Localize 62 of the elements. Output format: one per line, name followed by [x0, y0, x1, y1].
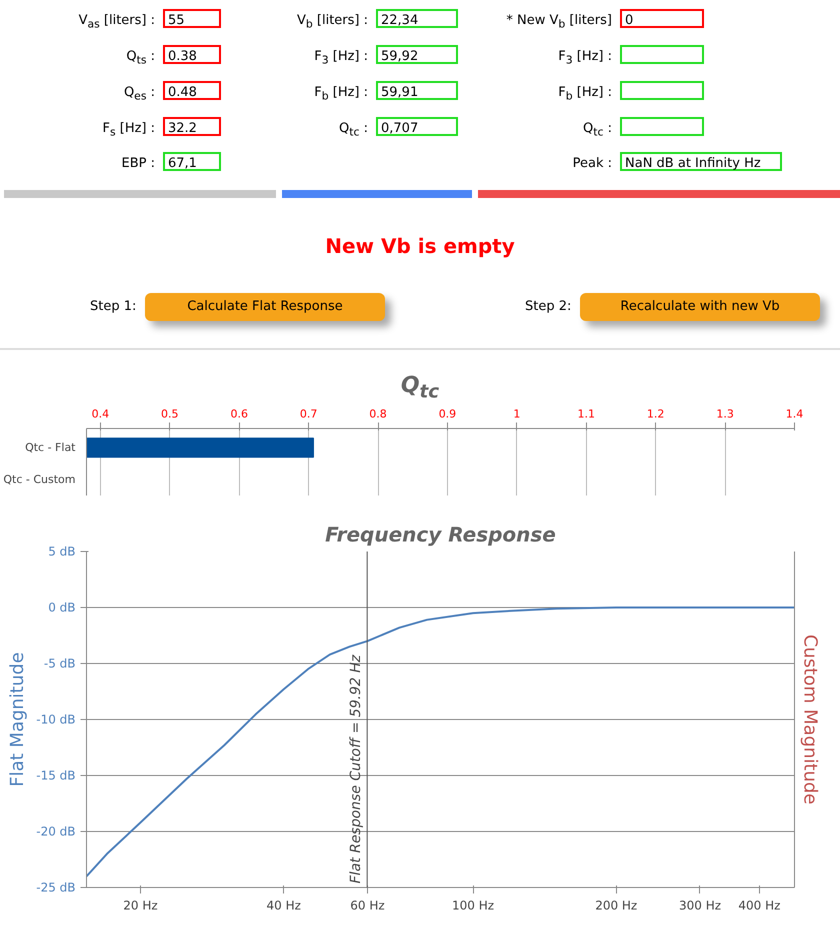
- x-tick-label: 60 Hz: [350, 898, 385, 912]
- x-tick-label: 40 Hz: [266, 898, 301, 912]
- y-tick-label: -20 dB: [36, 824, 76, 838]
- text: Q$_{ts}$ :: [126, 48, 155, 69]
- input-field: 59,91: [376, 81, 458, 100]
- x-tick-label: 100 Hz: [452, 898, 494, 912]
- input-field: 32.2: [163, 117, 221, 136]
- input-field: 0: [620, 9, 704, 28]
- ref-line-label: Flat Response Cutoff = 59.92 Hz: [348, 654, 364, 884]
- text: Step 1:: [90, 298, 136, 316]
- text: F$_{s}$ [Hz] :: [102, 120, 155, 141]
- input-field: 0.48: [163, 81, 221, 100]
- text: New Vb is empty: [324, 233, 516, 260]
- y-axis-title: Flat Magnitude: [7, 652, 28, 787]
- chart-title: Q$_{tc}$: [400, 372, 440, 404]
- x-tick-label: 20 Hz: [123, 898, 158, 912]
- x-tick-label: 0.6: [230, 408, 248, 420]
- y-tick-label: -15 dB: [36, 768, 76, 782]
- input-field: NaN dB at Infinity Hz: [620, 152, 782, 171]
- input-field: 0,707: [376, 117, 458, 136]
- text: Q$_{tc}$ :: [583, 120, 612, 141]
- chart-title: Frequency Response: [325, 522, 556, 546]
- x-tick-label: 1.2: [646, 408, 664, 420]
- y-tick-label: Qtc - Custom: [3, 473, 76, 486]
- input-field: 67,1: [163, 152, 221, 171]
- y-tick-label: 5 dB: [48, 544, 76, 558]
- text: F$_{3}$ [Hz] :: [558, 48, 612, 69]
- text: Q$_{tc}$ :: [339, 120, 368, 141]
- text: V$_{b}$ [liters] :: [296, 12, 368, 33]
- text: V$_{as}$ [liters] :: [78, 12, 155, 33]
- text: Peak :: [572, 155, 612, 173]
- input-field: 22,34: [376, 9, 458, 28]
- x-tick-label: 1.4: [786, 408, 804, 420]
- text: Step 2:: [525, 298, 572, 316]
- y-tick-label: Qtc - Flat: [25, 441, 76, 454]
- x-tick-label: 1.1: [578, 408, 596, 420]
- y-tick-label: -5 dB: [44, 656, 76, 670]
- input-field: 55: [163, 9, 221, 28]
- y-tick-label: -25 dB: [36, 880, 76, 894]
- y2-axis-title: Custom Magnitude: [800, 634, 820, 805]
- x-tick-label: 1: [513, 408, 520, 420]
- text: Q$_{es}$ :: [124, 84, 155, 105]
- button: Recalculate with new Vb: [580, 293, 820, 321]
- input-field: 0.38: [163, 45, 221, 64]
- text: F$_{b}$ [Hz] :: [314, 84, 368, 105]
- x-tick-label: 0.5: [161, 408, 179, 420]
- x-tick-label: 200 Hz: [595, 898, 638, 912]
- x-tick-label: 0.8: [369, 408, 387, 420]
- x-tick-label: 1.3: [716, 408, 734, 420]
- text: EBP :: [122, 155, 155, 173]
- x-tick-label: 0.4: [92, 408, 110, 420]
- button: Calculate Flat Response: [145, 293, 385, 321]
- y-tick-label: -10 dB: [36, 712, 76, 726]
- x-tick-label: 400 Hz: [738, 898, 780, 912]
- x-tick-label: 0.7: [300, 408, 318, 420]
- y-tick-label: 0 dB: [48, 600, 76, 614]
- input-field: 59,92: [376, 45, 458, 64]
- text: F$_{3}$ [Hz] :: [314, 48, 368, 69]
- text: * New V$_{b}$ [liters]: [506, 12, 612, 33]
- x-tick-label: 300 Hz: [678, 898, 722, 912]
- text: F$_{b}$ [Hz] :: [558, 84, 612, 105]
- x-tick-label: 0.9: [438, 408, 456, 420]
